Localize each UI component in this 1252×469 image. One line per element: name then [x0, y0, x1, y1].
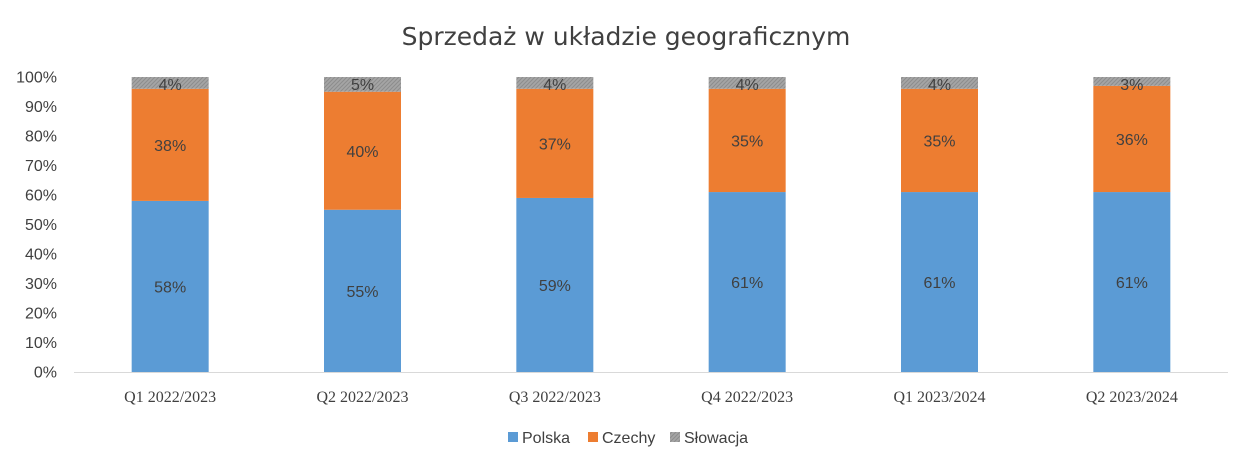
plot-area: 0% 10% 20% 30% 40% 50% 60% 70% 80% 90% 100% 58% 38% 4…: [16, 70, 1228, 406]
legend-label: Czechy: [602, 430, 655, 447]
y-tick-label: 80%: [25, 129, 57, 146]
x-tick-label: Q3 2022/2023: [509, 389, 601, 406]
data-label: 38%: [154, 138, 186, 155]
data-label: 58%: [154, 279, 186, 296]
bar-segment-czechy: [1093, 85, 1171, 193]
data-label: 40%: [346, 144, 378, 161]
y-tick-label: 60%: [25, 188, 57, 205]
y-tick-label: 20%: [25, 306, 57, 323]
data-label: 61%: [1116, 275, 1148, 292]
data-label: 4%: [543, 77, 566, 94]
y-tick-label: 100%: [16, 70, 57, 87]
bar-segment-polska: [324, 209, 401, 372]
data-label: 36%: [1116, 132, 1148, 149]
legend-label: Słowacja: [684, 430, 748, 447]
bar-segment-czechy: [516, 88, 594, 198]
bar-segment-słowacja: [708, 77, 786, 89]
data-label: 35%: [923, 133, 955, 150]
bar-segment-polska: [131, 200, 209, 372]
data-label: 55%: [346, 284, 378, 301]
legend-label: Polska: [522, 430, 570, 447]
bar-segment-polska: [516, 197, 594, 372]
y-tick-label: 70%: [25, 158, 57, 175]
legend-swatch-czechy: [588, 432, 598, 442]
data-label: 4%: [928, 77, 951, 94]
bar-segment-polska: [708, 192, 786, 372]
y-tick-label: 40%: [25, 247, 57, 264]
bar-segment-polska: [901, 192, 978, 372]
x-tick-label: Q4 2022/2023: [701, 389, 793, 406]
bar-segment-czechy: [901, 88, 978, 193]
y-tick-label: 50%: [25, 217, 57, 234]
data-label: 4%: [159, 77, 182, 94]
data-label: 61%: [923, 275, 955, 292]
data-label: 37%: [539, 136, 571, 153]
legend: Polska Czechy Słowacja: [508, 430, 748, 447]
chart-title: Sprzedaż w układzie geograficznym: [402, 22, 851, 51]
data-label: 35%: [731, 133, 763, 150]
bar-segment-słowacja: [516, 77, 594, 89]
bar-segment-polska: [1093, 192, 1171, 372]
bar-segment-słowacja: [131, 77, 209, 89]
bar-segment-słowacja: [901, 77, 978, 89]
bar-segment-czechy: [324, 91, 401, 210]
y-tick-label: 10%: [25, 335, 57, 352]
legend-swatch-polska: [508, 432, 518, 442]
data-label: 4%: [736, 77, 759, 94]
y-tick-label: 90%: [25, 99, 57, 116]
x-tick-label: Q2 2022/2023: [317, 389, 409, 406]
x-tick-label: Q1 2022/2023: [124, 389, 216, 406]
bar-segment-czechy: [708, 88, 786, 193]
bar-segment-czechy: [131, 88, 209, 201]
bar-segment-słowacja: [1093, 77, 1171, 86]
data-label: 61%: [731, 275, 763, 292]
y-tick-label: 30%: [25, 276, 57, 293]
data-label: 59%: [539, 278, 571, 295]
x-tick-label: Q1 2023/2024: [894, 389, 986, 406]
data-label: 5%: [351, 77, 374, 94]
y-tick-label: 0%: [34, 365, 57, 382]
legend-swatch-słowacja: [670, 432, 680, 442]
x-tick-label: Q2 2023/2024: [1086, 389, 1178, 406]
bar-segment-słowacja: [324, 77, 401, 92]
data-label: 3%: [1120, 77, 1143, 94]
